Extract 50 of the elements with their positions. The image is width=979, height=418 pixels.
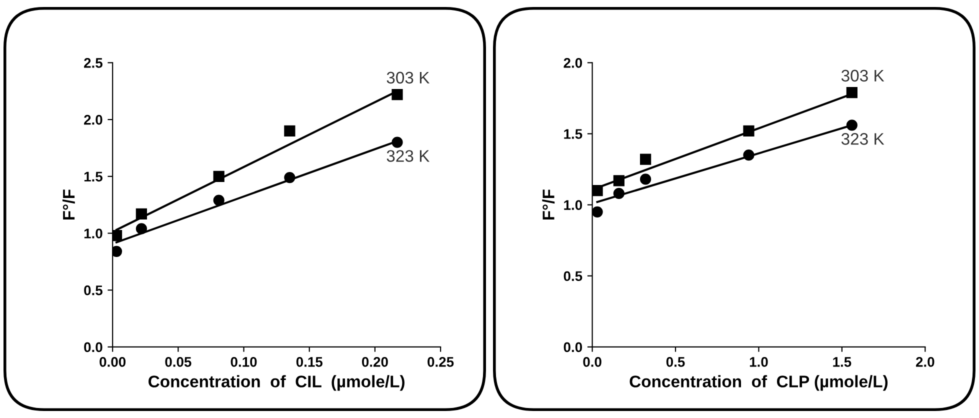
- x-tick-label: 0.20: [362, 357, 388, 367]
- series-label: 303 K: [841, 70, 884, 82]
- x-tick-label: 2.0: [916, 357, 934, 367]
- x-tick-label: 0.0: [583, 357, 602, 367]
- point: [392, 136, 403, 148]
- y-tick-label: 1.0: [564, 200, 582, 210]
- x-axis-title: Concentration of CIL (µmole/L): [148, 375, 404, 391]
- point: [213, 170, 224, 182]
- x-axis-title: Concentration of CLP (µmole/L): [630, 375, 888, 391]
- point: [592, 206, 603, 218]
- point: [640, 174, 652, 185]
- x-tick-label: 0.5: [666, 357, 685, 367]
- point: [613, 188, 624, 200]
- y-tick-label: 1.5: [84, 172, 102, 182]
- point: [640, 154, 652, 165]
- y-tick-label: 0.0: [84, 342, 102, 352]
- x-tick-label: 1.0: [750, 357, 768, 367]
- y-axis-title: F°/F: [62, 190, 75, 220]
- y-tick-label: 1.5: [564, 129, 582, 139]
- x-tick-label: 0.10: [230, 357, 257, 367]
- point: [592, 185, 603, 196]
- y-tick-label: 1.0: [84, 228, 102, 238]
- y-tick-label: 0.5: [564, 271, 582, 282]
- y-tick-label: 2.5: [84, 58, 102, 68]
- point: [846, 120, 858, 131]
- x-tick-label: 0.25: [428, 357, 454, 367]
- y-tick-label: 2.0: [564, 58, 582, 68]
- x-tick-label: 0.05: [165, 357, 192, 367]
- x-tick-label: 0.00: [100, 357, 126, 367]
- series-label: 303 K: [386, 72, 430, 84]
- point: [213, 194, 224, 206]
- point: [613, 175, 624, 186]
- point: [136, 223, 147, 234]
- y-axis-title: F°/F: [542, 190, 555, 220]
- point: [743, 125, 754, 136]
- y-tick-label: 2.0: [84, 114, 102, 125]
- point: [392, 88, 403, 100]
- series-label: 323 K: [841, 133, 884, 145]
- point: [284, 172, 296, 184]
- point: [112, 230, 122, 242]
- point: [743, 150, 754, 161]
- point: [112, 246, 122, 257]
- x-tick-label: 0.15: [296, 357, 322, 367]
- point: [136, 208, 147, 220]
- series-label: 323 K: [386, 150, 430, 162]
- y-tick-label: 0.0: [564, 342, 582, 352]
- point: [846, 86, 858, 98]
- point: [284, 125, 296, 136]
- x-tick-label: 1.5: [833, 357, 852, 367]
- y-tick-label: 0.5: [84, 285, 102, 296]
